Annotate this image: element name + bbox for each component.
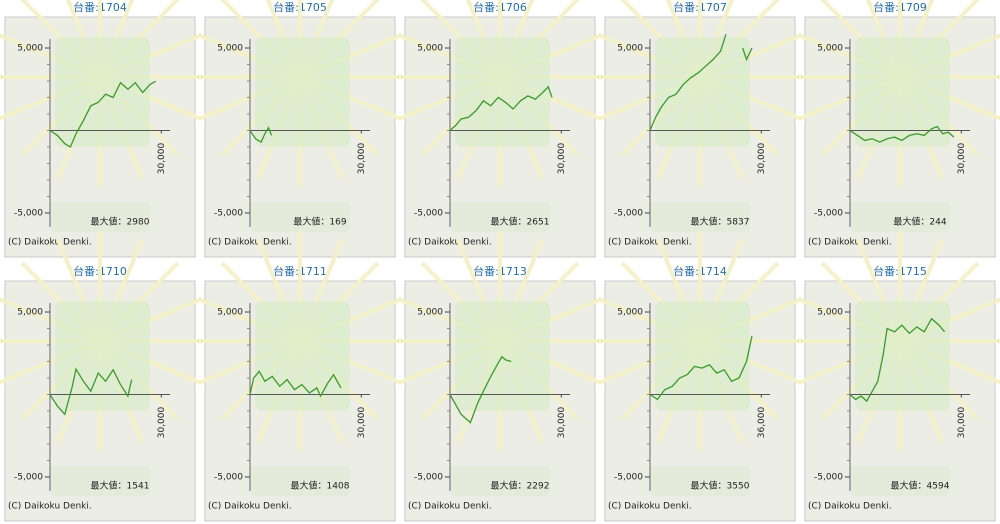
y-tick-label: 5,000 [817, 44, 843, 54]
x-tick-label: 30,000 [557, 142, 567, 174]
y-tick-label: 5,000 [217, 308, 243, 318]
x-tick-label: 30,000 [357, 142, 367, 174]
max-value-label: 最大値：1408 [291, 480, 350, 492]
decor-tray [250, 466, 350, 496]
x-tick-label: 30,000 [357, 406, 367, 438]
max-value-label: 最大値：4594 [891, 480, 950, 492]
y-tick-label: -5,000 [414, 473, 443, 483]
decor-tray [50, 202, 150, 232]
copyright: (C) Daikoku Denki. [208, 238, 292, 248]
y-tick-label: 5,000 [217, 44, 243, 54]
max-value-label: 最大値：244 [893, 216, 946, 228]
data-line [849, 317, 946, 403]
copyright: (C) Daikoku Denki. [808, 502, 892, 512]
x-tick-label: 30,000 [957, 406, 967, 438]
y-tick-label: 5,000 [817, 308, 843, 318]
data-line [449, 355, 512, 424]
y-tick-label: -5,000 [614, 209, 643, 219]
y-tick-label: 5,000 [417, 44, 443, 54]
decor-pachinko [855, 37, 950, 147]
data-line [249, 370, 342, 398]
x-tick-label: 30,000 [157, 406, 167, 438]
data-line [49, 367, 133, 416]
decor-pachinko [455, 37, 550, 147]
y-tick-label: -5,000 [14, 473, 43, 483]
x-tick-label: 30,000 [557, 406, 567, 438]
decor-tray [850, 466, 950, 496]
max-value-label: 最大値：1541 [91, 480, 150, 492]
max-value-label: 最大値：2651 [491, 216, 550, 228]
decor-pachinko [255, 301, 350, 411]
decor-pachinko [255, 37, 350, 147]
copyright: (C) Daikoku Denki. [408, 238, 492, 248]
y-tick-label: -5,000 [214, 473, 243, 483]
y-tick-label: -5,000 [814, 473, 843, 483]
decor-tray [650, 202, 750, 232]
copyright: (C) Daikoku Denki. [808, 238, 892, 248]
data-line [449, 85, 553, 131]
decor-tray [850, 202, 950, 232]
decor-pachinko [55, 301, 150, 411]
y-tick-label: -5,000 [614, 473, 643, 483]
y-tick-label: -5,000 [14, 209, 43, 219]
decor-pachinko [455, 301, 550, 411]
y-tick-label: -5,000 [414, 209, 443, 219]
decor-tray [250, 202, 350, 232]
x-tick-label: 36,000 [757, 406, 767, 438]
y-tick-label: 5,000 [17, 44, 43, 54]
max-value-label: 最大値：2980 [91, 216, 150, 228]
x-tick-label: 30,000 [157, 142, 167, 174]
y-tick-label: -5,000 [814, 209, 843, 219]
copyright: (C) Daikoku Denki. [408, 502, 492, 512]
data-line [649, 335, 753, 401]
decor-tray [50, 466, 150, 496]
decor-tray [650, 466, 750, 496]
y-tick-label: 5,000 [17, 308, 43, 318]
data-line [249, 126, 273, 144]
data-line [49, 80, 157, 148]
copyright: (C) Daikoku Denki. [208, 502, 292, 512]
decor-pachinko [655, 37, 750, 147]
y-tick-label: -5,000 [214, 209, 243, 219]
data-line [849, 125, 955, 143]
max-value-label: 最大値：5837 [691, 216, 750, 228]
copyright: (C) Daikoku Denki. [8, 502, 92, 512]
y-tick-label: 5,000 [617, 308, 643, 318]
decor-pachinko [55, 37, 150, 147]
decor-tray [450, 202, 550, 232]
decor-pachinko [655, 301, 750, 411]
max-value-label: 最大値：169 [293, 216, 346, 228]
data-line [649, 34, 753, 131]
x-tick-label: 30,000 [957, 142, 967, 174]
y-tick-label: 5,000 [417, 308, 443, 318]
max-value-label: 最大値：3550 [691, 480, 750, 492]
x-tick-label: 30,000 [757, 142, 767, 174]
copyright: (C) Daikoku Denki. [608, 502, 692, 512]
max-value-label: 最大値：2292 [491, 480, 550, 492]
copyright: (C) Daikoku Denki. [608, 238, 692, 248]
copyright: (C) Daikoku Denki. [8, 238, 92, 248]
decor-tray [450, 466, 550, 496]
y-tick-label: 5,000 [617, 44, 643, 54]
